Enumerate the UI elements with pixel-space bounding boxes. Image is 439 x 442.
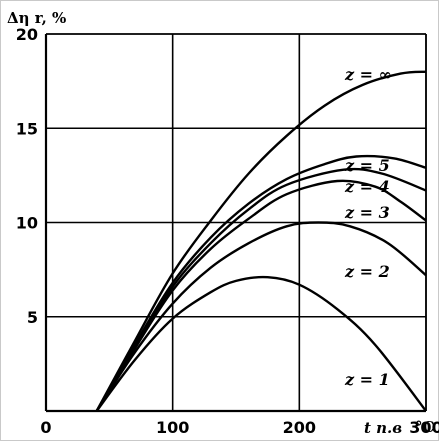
y-axis-label: Δη r, %: [7, 9, 66, 27]
y-tick-label: 20: [16, 25, 38, 44]
x-tick-label: 300: [409, 418, 439, 437]
x-axis-unit: °C: [415, 418, 435, 436]
y-tick-label: 15: [16, 119, 38, 138]
series-label: z = ∞: [344, 65, 392, 84]
x-tick-label: 100: [156, 418, 189, 437]
curve-series-1: [95, 275, 427, 412]
x-tick-label: 200: [283, 418, 316, 437]
x-tick-label: 0: [40, 418, 51, 437]
series-label: z = 3: [344, 203, 390, 222]
curve-series-2: [95, 221, 427, 412]
x-axis-label: t п.в: [364, 419, 402, 437]
curve-series-3: [95, 179, 427, 412]
y-tick-label: 10: [16, 214, 38, 233]
series-label: z = 1: [344, 370, 390, 389]
series-label: z = 4: [344, 177, 390, 196]
curve-series-5: [95, 154, 427, 412]
series-label: z = 2: [344, 262, 390, 281]
y-tick-label: 5: [27, 308, 38, 327]
curve-series-6: [95, 70, 427, 412]
series-label: z = 5: [344, 156, 390, 175]
